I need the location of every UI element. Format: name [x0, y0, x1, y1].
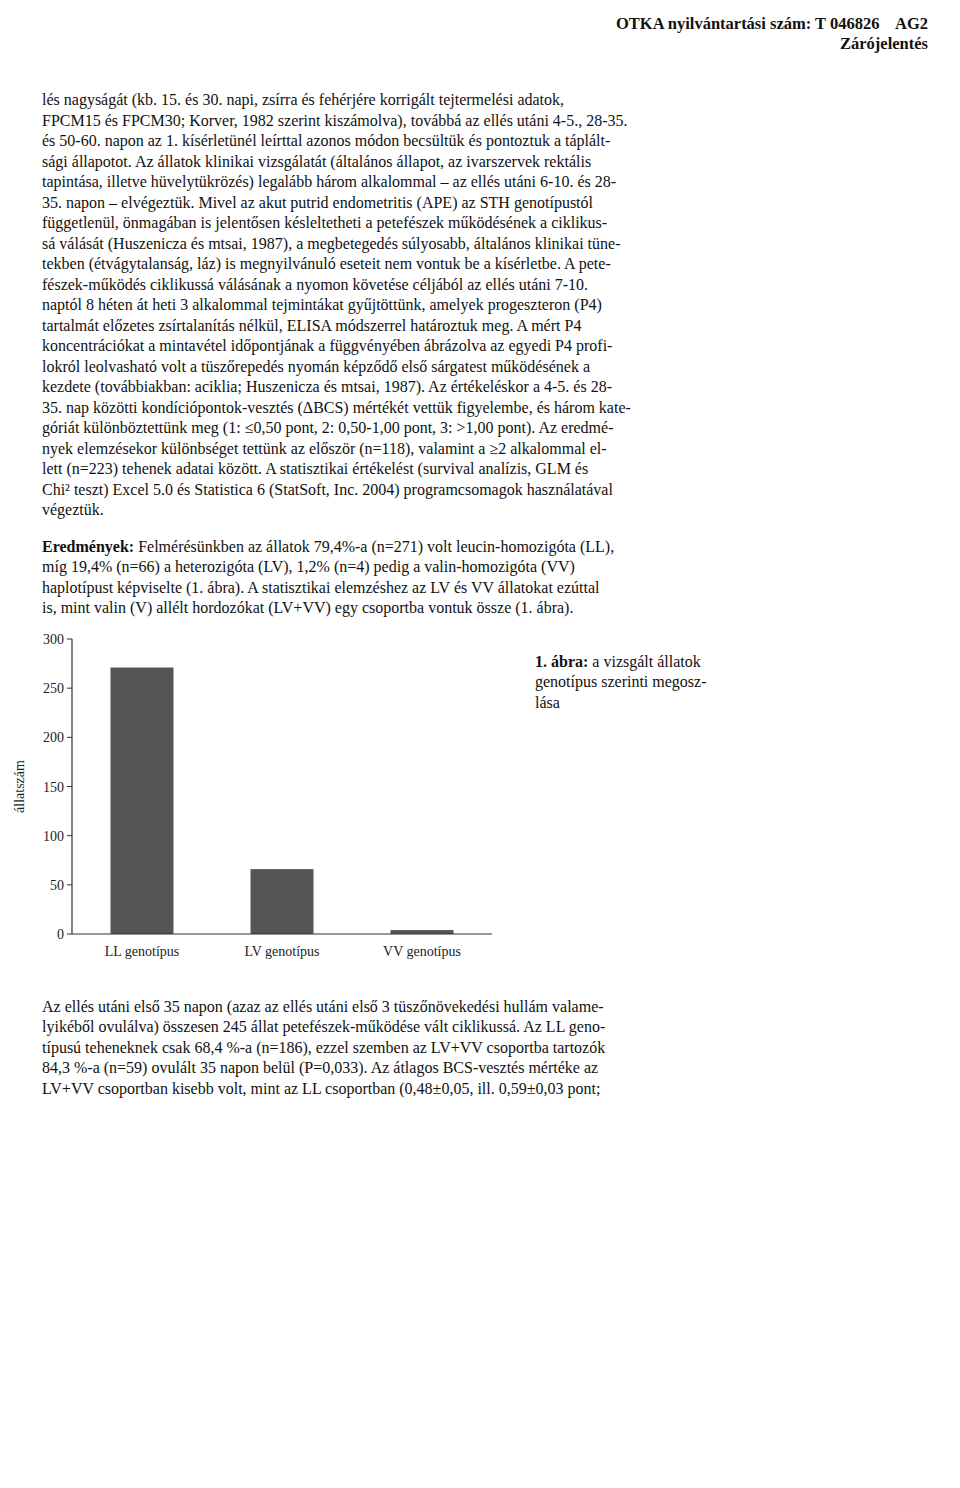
body-line: kezdete (továbbiakban: aciklia; Huszenic…: [42, 377, 612, 397]
results-line: is, mint valin (V) allélt hordozókat (LV…: [42, 598, 573, 618]
caption-line: genotípus szerinti megosz-: [535, 672, 707, 692]
caption-line: lása: [535, 693, 560, 713]
y-tick: [67, 884, 72, 885]
y-tick: [67, 933, 72, 934]
bottom-line: típusú teheneknek csak 68,4 %-a (n=186),…: [42, 1038, 605, 1058]
body-line: és 50-60. napon az 1. kísérletünél leírt…: [42, 131, 610, 151]
body-line: sági állapotot. Az állatok klinikai vizs…: [42, 152, 591, 172]
caption-text: a vizsgált állatok: [588, 653, 700, 670]
body-line: 35. napon – elvégeztük. Mivel az akut pu…: [42, 193, 593, 213]
x-tick-label: VV genotípus: [383, 944, 461, 959]
body-line: lett (n=223) tehenek adatai között. A st…: [42, 459, 588, 479]
body-line: naptól 8 héten át heti 3 alkalommal tejm…: [42, 295, 602, 315]
bottom-line: Az ellés utáni első 35 napon (azaz az el…: [42, 997, 604, 1017]
y-tick-label: 150: [43, 779, 64, 794]
y-tick: [67, 786, 72, 787]
page: OTKA nyilvántartási szám: T 046826 AG2Zá…: [0, 0, 960, 1488]
results-line: míg 19,4% (n=66) a heterozigóta (LV), 1,…: [42, 557, 575, 577]
body-line: lokról leolvasható volt a tüszőrepedés n…: [42, 357, 590, 377]
body-line: nyek elemzésekor különbséget tettünk az …: [42, 439, 607, 459]
bottom-line: lyikéből ovulálva) összesen 245 állat pe…: [42, 1017, 605, 1037]
results-heading: Eredmények:: [42, 538, 134, 555]
body-line: lés nagyságát (kb. 15. és 30. napi, zsír…: [42, 90, 564, 110]
y-tick-label: 300: [43, 632, 64, 647]
y-tick: [67, 688, 72, 689]
x-tick-label: LL genotípus: [105, 944, 180, 959]
body-line: függetlenül, önmagában is jelentősen kés…: [42, 213, 607, 233]
y-tick-label: 200: [43, 730, 64, 745]
y-tick: [67, 737, 72, 738]
y-tick-label: 100: [43, 829, 64, 844]
results-line: haplotípust képviselte (1. ábra). A stat…: [42, 578, 599, 598]
body-line: végeztük.: [42, 500, 104, 520]
header-line: Zárójelentés: [840, 34, 928, 54]
caption-heading: 1. ábra:: [535, 653, 588, 670]
results-line: Eredmények: Felmérésünkben az állatok 79…: [42, 537, 614, 557]
body-line: tartalmát előzetes zsírtalanítás nélkül,…: [42, 316, 581, 336]
header-line: OTKA nyilvántartási szám: T 046826 AG2: [616, 14, 928, 34]
bar: [251, 869, 314, 934]
body-line: tekben (étvágytalanság, láz) is megnyilv…: [42, 254, 611, 274]
x-axis: [72, 933, 492, 934]
bar: [111, 667, 174, 933]
bars: [111, 667, 454, 933]
body-line: koncentrációkat a mintavétel időpontjána…: [42, 336, 612, 356]
body-line: FPCM15 és FPCM30; Korver, 1982 szerint k…: [42, 111, 628, 131]
body-line: góriát különböztettünk meg (1: ≤0,50 pon…: [42, 418, 614, 438]
bar-chart: 0 50 100 150 200 250 300 LL genotípus LV genotíp…: [0, 627, 510, 977]
body-line: tapintása, illetve hüvelytükrözés) legal…: [42, 172, 616, 192]
y-tick: [67, 835, 72, 836]
y-tick-label: 50: [50, 878, 64, 893]
y-tick-label: 250: [43, 681, 64, 696]
bottom-line: 84,3 %-a (n=59) ovulált 35 napon belül (…: [42, 1058, 598, 1078]
results-text: Felmérésünkben az állatok 79,4%-a (n=271…: [134, 538, 614, 555]
x-tick-label: LV genotípus: [244, 944, 319, 959]
y-axis-label: állatszám: [12, 760, 27, 813]
body-line: fészek-működés ciklikussá válásának a ny…: [42, 275, 588, 295]
body-line: Chi² teszt) Excel 5.0 és Statistica 6 (S…: [42, 480, 613, 500]
caption-line: 1. ábra: a vizsgált állatok: [535, 652, 701, 672]
bottom-line: LV+VV csoportban kisebb volt, mint az LL…: [42, 1079, 600, 1099]
body-line: sá válását (Huszenicza és mtsai, 1987), …: [42, 234, 620, 254]
y-tick-label: 0: [57, 927, 64, 942]
y-tick: [67, 638, 72, 639]
body-line: 35. nap közötti kondíciópontok-vesztés (…: [42, 398, 631, 418]
